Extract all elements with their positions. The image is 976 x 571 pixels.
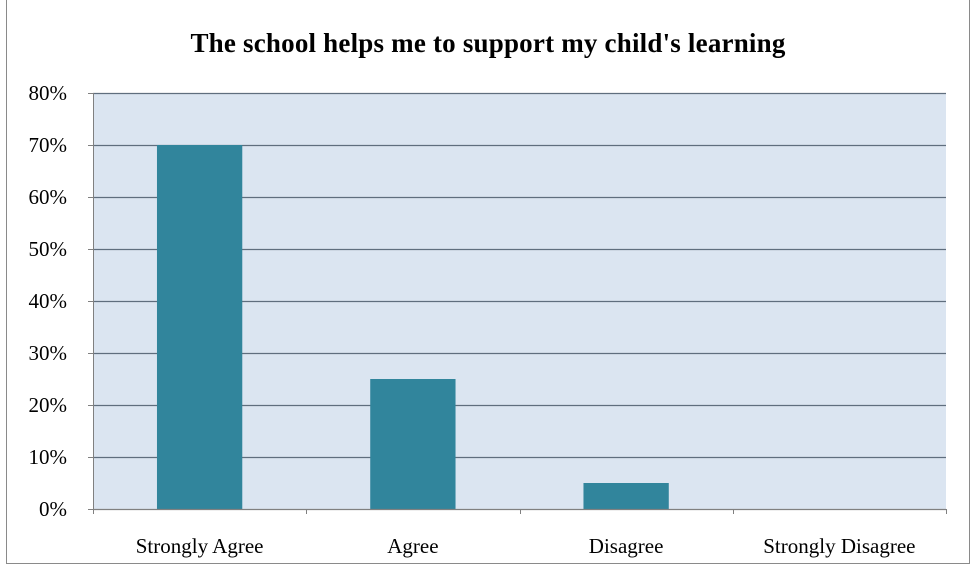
axes xyxy=(88,93,947,514)
x-tick-label: Strongly Agree xyxy=(136,534,264,558)
x-tick-label: Strongly Disagree xyxy=(763,534,915,558)
x-axis-tick-labels: Strongly Agree Agree Disagree Strongly Disa… xyxy=(136,534,916,558)
chart-title: The school helps me to support my child'… xyxy=(190,28,786,58)
y-tick-label: 0% xyxy=(39,497,67,521)
bar-agree xyxy=(370,379,456,509)
y-tick-label: 20% xyxy=(29,393,68,417)
y-tick-label: 30% xyxy=(29,341,68,365)
y-tick-label: 10% xyxy=(29,445,68,469)
y-tick-label: 80% xyxy=(29,81,68,105)
y-tick-label: 70% xyxy=(29,133,68,157)
bars xyxy=(156,145,669,509)
x-tick-label: Agree xyxy=(387,534,438,558)
y-tick-label: 40% xyxy=(29,289,68,313)
y-axis-tick-labels: 0% 10% 20% 30% 40% 50% 60% 70% 80% xyxy=(29,81,68,521)
y-tick-label: 50% xyxy=(29,237,68,261)
x-tick-label: Disagree xyxy=(589,534,664,558)
y-tick-label: 60% xyxy=(29,185,68,209)
bar-strongly-agree xyxy=(156,145,243,509)
bar-disagree xyxy=(583,483,669,509)
